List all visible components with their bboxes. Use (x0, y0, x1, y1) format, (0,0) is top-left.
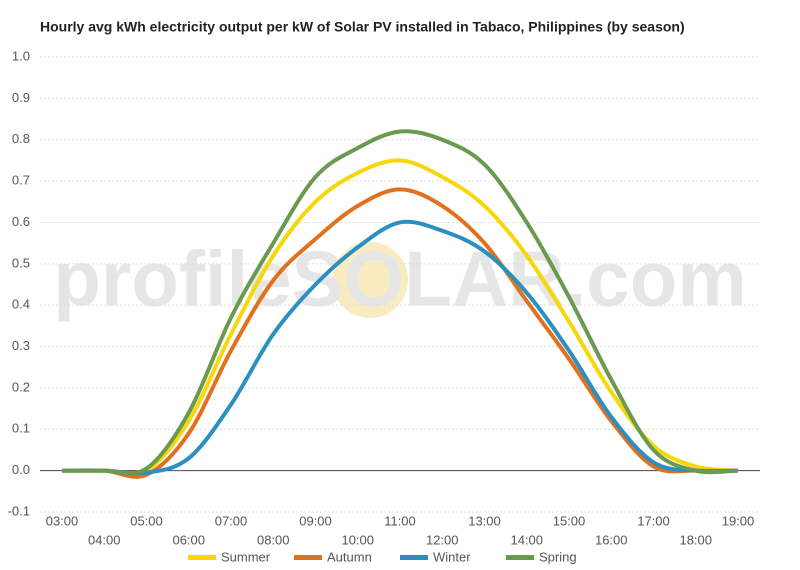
x-tick-label: 14:00 (510, 532, 543, 547)
y-tick-label: 0.5 (12, 255, 30, 270)
legend-label: Spring (539, 549, 577, 564)
x-tick-label: 10:00 (341, 532, 374, 547)
legend-label: Autumn (327, 549, 372, 564)
x-tick-label: 13:00 (468, 513, 501, 528)
x-tick-label: 07:00 (215, 513, 248, 528)
x-tick-label: 12:00 (426, 532, 459, 547)
chart-title: Hourly avg kWh electricity output per kW… (40, 19, 685, 35)
y-tick-label: 0.2 (12, 379, 30, 394)
x-tick-label: 08:00 (257, 532, 290, 547)
legend-swatch (400, 555, 428, 560)
legend-label: Summer (221, 549, 271, 564)
series-line (61, 187, 739, 479)
x-tick-label: 09:00 (299, 513, 332, 528)
legend-label: Winter (433, 549, 471, 564)
series-line (61, 219, 739, 476)
y-tick-label: 0.9 (12, 90, 30, 105)
watermark-sun (332, 242, 408, 318)
y-tick-label: 0.4 (12, 297, 30, 312)
series-line (61, 158, 739, 477)
y-tick-label: 1.0 (12, 48, 30, 63)
series-line (61, 129, 739, 476)
y-tick-label: 0.0 (12, 462, 30, 477)
y-tick-label: 0.8 (12, 131, 30, 146)
y-tick-label: 0.7 (12, 173, 30, 188)
x-tick-label: 11:00 (384, 513, 416, 528)
legend-swatch (294, 555, 322, 560)
x-tick-label: 15:00 (553, 513, 586, 528)
x-tick-label: 18:00 (679, 532, 712, 547)
y-tick-label: -0.1 (8, 503, 30, 518)
x-tick-label: 16:00 (595, 532, 628, 547)
legend-swatch (188, 555, 216, 560)
x-tick-label: 03:00 (46, 513, 79, 528)
watermark: profileSOLAR.com (53, 235, 746, 323)
y-tick-label: 0.3 (12, 338, 30, 353)
legend-swatch (506, 555, 534, 560)
y-tick-label: 0.6 (12, 214, 30, 229)
x-tick-label: 17:00 (637, 513, 670, 528)
x-tick-label: 05:00 (130, 513, 163, 528)
x-tick-label: 04:00 (88, 532, 121, 547)
x-tick-label: 06:00 (172, 532, 205, 547)
x-tick-label: 19:00 (722, 513, 755, 528)
y-tick-label: 0.1 (12, 421, 30, 436)
